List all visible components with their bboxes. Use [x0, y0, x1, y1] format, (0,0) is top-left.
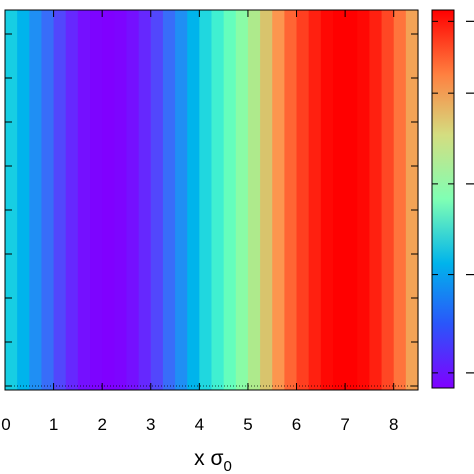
heatmap-cells [5, 10, 419, 390]
heatmap-column [187, 10, 200, 390]
x-tick-label: 6 [292, 415, 301, 434]
x-tick-label: 2 [97, 415, 106, 434]
x-tick-label: 1 [49, 415, 58, 434]
heatmap-column [393, 10, 407, 390]
heatmap-column [53, 10, 67, 390]
x-axis-label-subscript: 0 [223, 458, 231, 474]
x-tick-label: 7 [340, 415, 349, 434]
x-tick-label: 3 [146, 415, 155, 434]
heatmap-column [17, 10, 30, 390]
x-axis-label: x σ0 [194, 447, 232, 474]
colorbar [431, 9, 455, 389]
x-tick-label: 4 [195, 415, 204, 434]
heatmap-column [126, 10, 140, 390]
heatmap-column [284, 10, 298, 390]
x-tick-label: 8 [389, 415, 398, 434]
heatmap-column [405, 10, 419, 390]
heatmap-column [102, 10, 115, 390]
heatmap-column [381, 10, 395, 390]
heatmap-column [175, 10, 188, 390]
heatmap-column [260, 10, 273, 390]
heatmap-column [65, 10, 79, 390]
x-tick-label: 0 [1, 415, 10, 434]
heatmap-column [369, 10, 383, 390]
x-tick-label: 5 [243, 415, 252, 434]
y-axis-ticks [5, 33, 418, 387]
heatmap-column [332, 10, 346, 390]
heatmap-column [138, 10, 152, 390]
heatmap-column [29, 10, 43, 390]
heatmap-column [247, 10, 261, 390]
heatmap-column [345, 10, 358, 390]
heatmap-column [114, 10, 128, 390]
colorbar-ticks [432, 20, 474, 374]
heatmap-column [77, 10, 91, 390]
heatmap-column [211, 10, 225, 390]
heatmap-column [357, 10, 371, 390]
heatmap-column [320, 10, 334, 390]
heatmap-column [41, 10, 55, 390]
heatmap-column [223, 10, 237, 390]
heatmap-column [199, 10, 213, 390]
heatmap-column [296, 10, 310, 390]
plot-frame [4, 9, 419, 391]
plot-border [4, 9, 419, 391]
x-axis-label-main: x σ [194, 447, 223, 470]
heatmap-column [235, 10, 249, 390]
heatmap-column [308, 10, 322, 390]
heatmap-column [162, 10, 176, 390]
heatmap-column [272, 10, 285, 390]
heatmap-column [5, 10, 18, 390]
heatmap-column [150, 10, 164, 390]
x-axis-ticks: 0 1 2 3 4 5 6 7 8 [1, 10, 398, 434]
heatmap-column [90, 10, 103, 390]
